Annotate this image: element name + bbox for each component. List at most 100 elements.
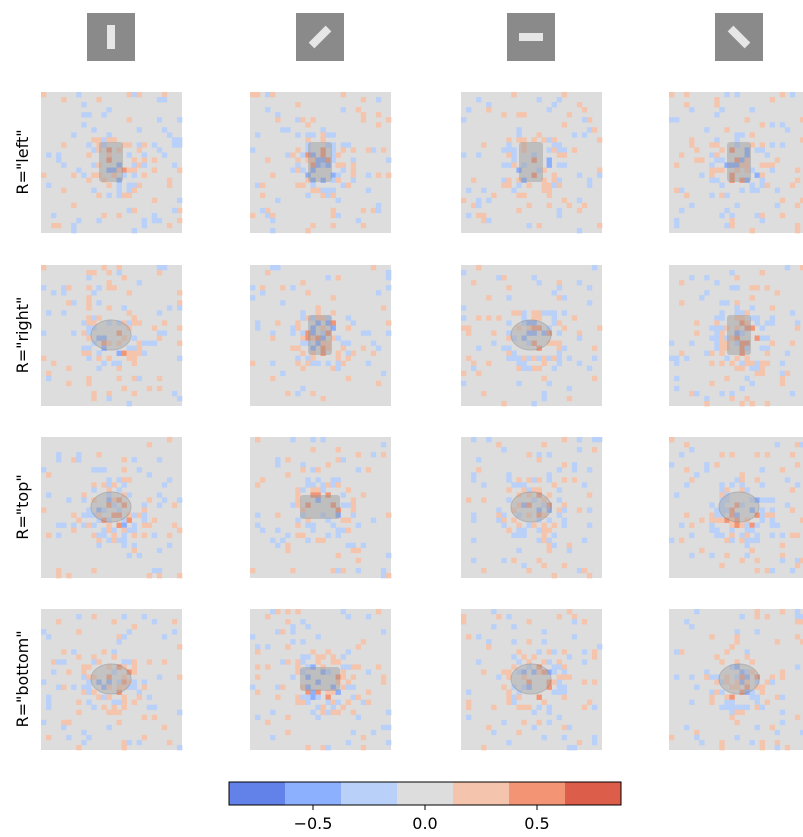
- noise-cell: [361, 97, 366, 102]
- noise-cell: [760, 213, 765, 218]
- noise-cell: [285, 730, 290, 735]
- filter-thumbnail: [296, 13, 344, 61]
- noise-cell: [537, 132, 542, 137]
- noise-cell: [506, 740, 511, 745]
- noise-cell: [336, 356, 341, 361]
- noise-cell: [516, 208, 521, 213]
- noise-cell: [346, 685, 351, 690]
- noise-cell: [91, 315, 96, 320]
- noise-cell: [547, 310, 552, 315]
- noise-cell: [162, 497, 167, 502]
- noise-cell: [521, 315, 526, 320]
- noise-cell: [76, 745, 81, 750]
- noise-cell: [91, 568, 96, 573]
- noise-cell: [547, 518, 552, 523]
- noise-cell: [132, 168, 137, 173]
- noise-cell: [300, 654, 305, 659]
- noise-cell: [315, 654, 320, 659]
- noise-cell: [285, 127, 290, 132]
- noise-cell: [755, 538, 760, 543]
- noise-cell: [331, 213, 336, 218]
- noise-cell: [795, 168, 800, 173]
- noise-cell: [770, 674, 775, 679]
- noise-cell: [290, 639, 295, 644]
- noise-cell: [152, 518, 157, 523]
- noise-cell: [142, 163, 147, 168]
- noise-cell: [157, 97, 162, 102]
- noise-cell: [780, 720, 785, 725]
- noise-cell: [775, 740, 780, 745]
- noise-cell: [255, 92, 260, 97]
- noise-cell: [552, 482, 557, 487]
- noise-cell: [542, 356, 547, 361]
- noise-cell: [562, 147, 567, 152]
- noise-cell: [506, 320, 511, 325]
- noise-cell: [506, 472, 511, 477]
- noise-cell: [704, 674, 709, 679]
- noise-cell: [66, 381, 71, 386]
- noise-cell: [177, 290, 182, 295]
- noise-cell: [516, 477, 521, 482]
- noise-cell: [704, 669, 709, 674]
- noise-cell: [511, 152, 516, 157]
- noise-cell: [689, 447, 694, 452]
- noise-cell: [101, 695, 106, 700]
- noise-cell: [336, 351, 341, 356]
- noise-cell: [557, 295, 562, 300]
- noise-cell: [750, 659, 755, 664]
- noise-cell: [750, 401, 755, 406]
- noise-cell: [532, 137, 537, 142]
- noise-cell: [516, 137, 521, 142]
- noise-cell: [755, 366, 760, 371]
- noise-cell: [719, 533, 724, 538]
- noise-cell: [709, 690, 714, 695]
- noise-cell: [592, 654, 597, 659]
- noise-cell: [295, 391, 300, 396]
- noise-cell: [295, 497, 300, 502]
- noise-cell: [704, 396, 709, 401]
- noise-cell: [386, 173, 391, 178]
- noise-cell: [96, 452, 101, 457]
- noise-cell: [112, 137, 117, 142]
- noise-cell: [177, 142, 182, 147]
- noise-cell: [265, 614, 270, 619]
- noise-cell: [376, 346, 381, 351]
- noise-cell: [255, 437, 260, 442]
- noise-cell: [790, 341, 795, 346]
- noise-cell: [86, 295, 91, 300]
- noise-cell: [506, 351, 511, 356]
- noise-cell: [714, 142, 719, 147]
- noise-cell: [740, 533, 745, 538]
- noise-cell: [386, 513, 391, 518]
- noise-cell: [501, 346, 506, 351]
- noise-cell: [106, 356, 111, 361]
- noise-cell: [122, 659, 127, 664]
- noise-cell: [562, 325, 567, 330]
- noise-cell: [724, 695, 729, 700]
- noise-cell: [260, 528, 265, 533]
- noise-cell: [496, 508, 501, 513]
- noise-cell: [61, 290, 66, 295]
- noise-cell: [795, 563, 800, 568]
- noise-cell: [361, 492, 366, 497]
- noise-cell: [542, 639, 547, 644]
- noise-cell: [336, 553, 341, 558]
- noise-cell: [542, 310, 547, 315]
- noise-cell: [336, 528, 341, 533]
- noise-cell: [300, 183, 305, 188]
- noise-cell: [260, 193, 265, 198]
- noise-cell: [61, 97, 66, 102]
- noise-cell: [486, 725, 491, 730]
- noise-cell: [689, 275, 694, 280]
- noise-cell: [552, 356, 557, 361]
- noise-cell: [724, 553, 729, 558]
- noise-cell: [101, 467, 106, 472]
- noise-cell: [356, 664, 361, 669]
- noise-cell: [729, 452, 734, 457]
- noise-cell: [542, 533, 547, 538]
- glyph: [91, 320, 131, 350]
- noise-cell: [295, 700, 300, 705]
- noise-cell: [795, 533, 800, 538]
- noise-cell: [745, 376, 750, 381]
- noise-cell: [496, 518, 501, 523]
